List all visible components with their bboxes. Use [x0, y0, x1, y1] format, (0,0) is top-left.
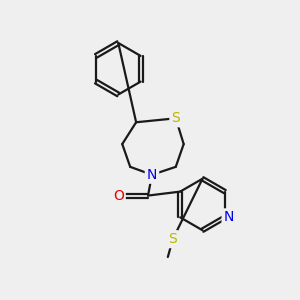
Text: N: N — [147, 168, 157, 182]
Text: S: S — [168, 232, 177, 246]
Text: N: N — [224, 210, 234, 224]
Text: S: S — [171, 111, 180, 125]
Text: O: O — [113, 189, 124, 202]
